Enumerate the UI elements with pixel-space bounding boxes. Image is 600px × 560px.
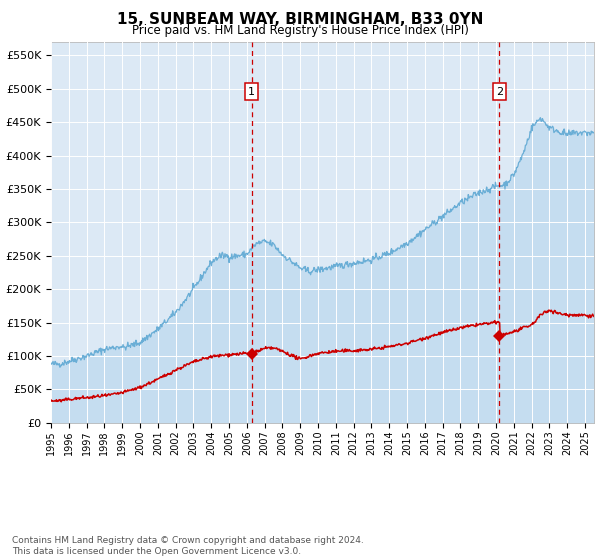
Text: Price paid vs. HM Land Registry's House Price Index (HPI): Price paid vs. HM Land Registry's House … bbox=[131, 24, 469, 36]
Text: 15, SUNBEAM WAY, BIRMINGHAM, B33 0YN: 15, SUNBEAM WAY, BIRMINGHAM, B33 0YN bbox=[117, 12, 483, 27]
Text: Contains HM Land Registry data © Crown copyright and database right 2024.
This d: Contains HM Land Registry data © Crown c… bbox=[12, 536, 364, 556]
Text: 2: 2 bbox=[496, 86, 503, 96]
Text: 1: 1 bbox=[248, 86, 255, 96]
